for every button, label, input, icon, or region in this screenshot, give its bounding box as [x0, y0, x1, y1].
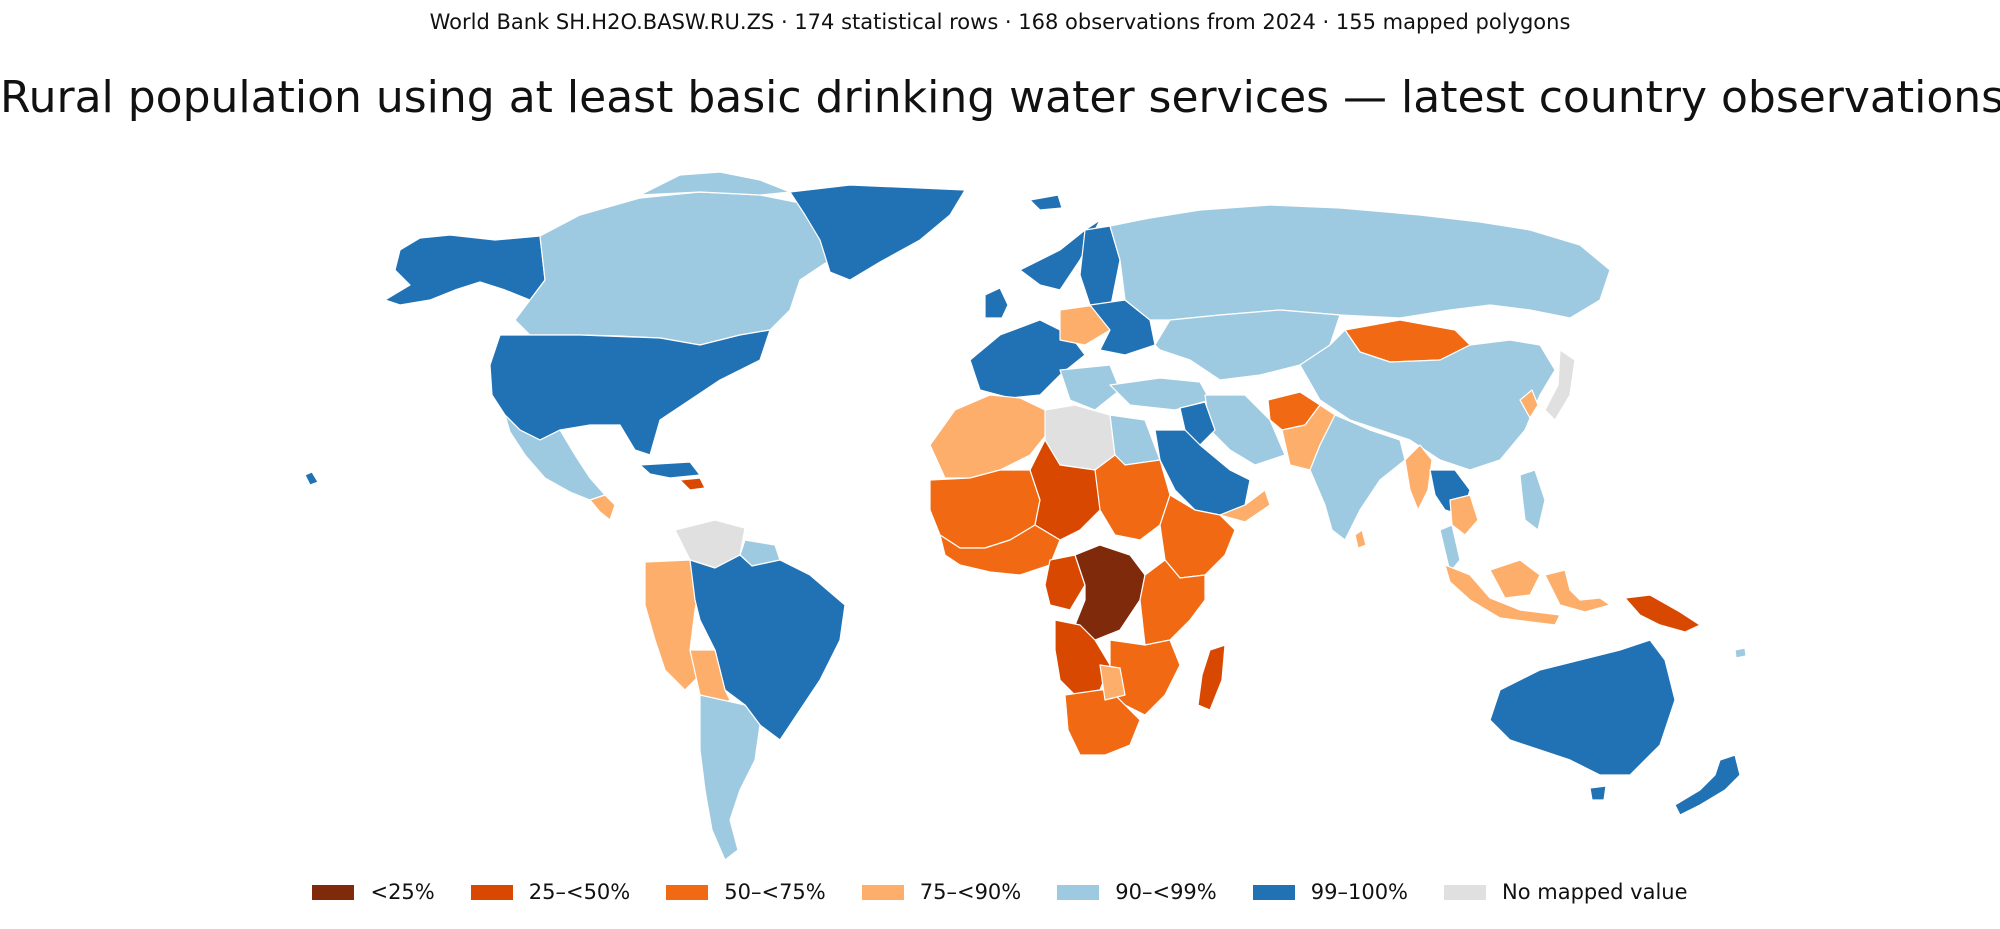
region-vietnam-cambodia	[1449, 494, 1479, 536]
region-sulawesi-east-islands	[1544, 569, 1611, 613]
legend-item-25-50: 25–<50%	[470, 880, 631, 904]
region-iraq	[1179, 401, 1216, 446]
legend-label: 75–<90%	[919, 880, 1022, 904]
region-brazil	[689, 554, 846, 741]
legend-label: <25%	[370, 880, 435, 904]
region-china	[1299, 329, 1556, 471]
map-legend: <25% 25–<50% 50–<75% 75–<90% 90–<99% 99–…	[0, 880, 2000, 904]
legend-swatch	[861, 884, 904, 900]
region-australia	[1489, 639, 1676, 776]
region-western-europe	[969, 319, 1086, 399]
region-balkans	[1059, 364, 1121, 411]
region-dr-congo	[1074, 544, 1146, 641]
legend-item-75-90: 75–<90%	[861, 880, 1022, 904]
legend-item-90-99: 90–<99%	[1057, 880, 1217, 904]
region-east-africa	[1139, 559, 1206, 646]
region-japan	[1544, 349, 1576, 421]
region-myanmar	[1404, 444, 1433, 511]
legend-label: No mapped value	[1502, 880, 1688, 904]
region-southern-cone	[699, 694, 761, 861]
legend-swatch	[666, 884, 709, 900]
legend-item-50-75: 50–<75%	[666, 880, 826, 904]
region-malay-peninsula	[1439, 524, 1461, 573]
legend-label: 99–100%	[1310, 880, 1409, 904]
region-sudan	[1094, 454, 1171, 541]
legend-label: 25–<50%	[528, 880, 631, 904]
region-borneo	[1489, 559, 1541, 599]
region-tasmania	[1589, 785, 1607, 801]
legend-label: 90–<99%	[1115, 880, 1217, 904]
region-philippines	[1519, 469, 1546, 531]
legend-swatch	[1252, 884, 1295, 900]
region-west-africa-coast	[939, 524, 1061, 576]
region-hawaii	[304, 471, 319, 486]
region-papua-new-guinea	[1624, 594, 1701, 633]
region-greenland	[789, 184, 966, 281]
legend-item-no-value: No mapped value	[1444, 880, 1688, 904]
region-yemen-oman	[1219, 489, 1271, 523]
region-iceland	[1029, 194, 1063, 211]
region-sri-lanka	[1354, 529, 1367, 549]
region-russia	[1109, 204, 1611, 321]
legend-label: 50–<75%	[724, 880, 826, 904]
legend-swatch	[1444, 884, 1487, 900]
legend-item-99-100: 99–100%	[1252, 880, 1409, 904]
region-arctic-islands	[639, 171, 791, 196]
region-canada	[514, 191, 846, 346]
region-iran	[1204, 394, 1286, 466]
map-title: Rural population using at least basic dr…	[0, 72, 2000, 123]
region-zimbabwe	[1099, 664, 1126, 701]
region-uk-ireland	[984, 287, 1009, 319]
legend-swatch	[1057, 884, 1100, 900]
region-korea	[1519, 389, 1539, 419]
legend-item-under-25: <25%	[312, 880, 435, 904]
legend-swatch	[470, 884, 513, 900]
region-caribbean	[639, 461, 701, 479]
region-peru-ecuador	[644, 559, 701, 691]
region-central-asia	[1154, 309, 1341, 381]
region-madagascar	[1197, 644, 1226, 711]
region-central-america	[589, 494, 616, 521]
region-alaska	[384, 234, 546, 306]
region-india	[1309, 414, 1406, 541]
map-subtitle: World Bank SH.H2O.BASW.RU.ZS · 174 stati…	[429, 10, 1571, 34]
legend-swatch	[312, 884, 355, 900]
region-sumatra-java	[1444, 564, 1561, 626]
region-hispaniola	[679, 477, 706, 491]
region-pacific-islands	[1734, 647, 1747, 659]
region-new-zealand	[1674, 754, 1741, 816]
